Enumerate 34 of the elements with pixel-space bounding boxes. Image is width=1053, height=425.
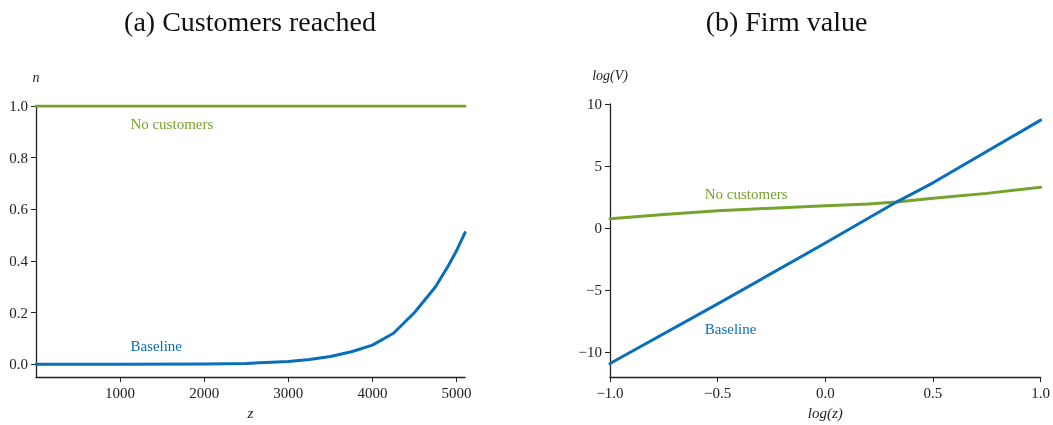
chart-title: (b) Firm value bbox=[705, 5, 868, 37]
series-label: No customers bbox=[130, 116, 214, 132]
x-axis-title: log(z) bbox=[807, 404, 843, 422]
x-tick-label: 0.0 bbox=[815, 384, 835, 401]
chart-title: (a) Customers reached bbox=[124, 5, 376, 37]
x-axis-title: z bbox=[246, 404, 254, 421]
x-tick-label: 3000 bbox=[273, 384, 304, 401]
series-label: No customers bbox=[704, 185, 788, 202]
x-tick-label: 5000 bbox=[441, 384, 472, 401]
y-axis-title: n bbox=[32, 69, 40, 85]
series-label: Baseline bbox=[704, 321, 757, 338]
x-tick-label: 2000 bbox=[189, 384, 220, 401]
y-tick-label: 0.0 bbox=[9, 356, 28, 373]
x-tick-label: −0.5 bbox=[704, 384, 732, 401]
y-tick-label: 0.8 bbox=[9, 149, 28, 166]
y-tick-label: 0.6 bbox=[9, 201, 29, 218]
y-tick-label: 0.2 bbox=[9, 304, 28, 321]
x-tick-label: −1.0 bbox=[596, 384, 624, 401]
line-series bbox=[608, 185, 1043, 221]
x-tick-label: 1000 bbox=[105, 384, 136, 401]
line-series bbox=[34, 231, 467, 366]
y-tick-label: 1.0 bbox=[9, 98, 28, 114]
series-label: Baseline bbox=[130, 338, 183, 355]
x-tick-label: 1.0 bbox=[1031, 384, 1050, 401]
y-tick-label: −10 bbox=[578, 344, 602, 361]
y-tick-label: 0 bbox=[594, 220, 602, 237]
x-tick-label: 4000 bbox=[357, 384, 388, 401]
y-tick-label: 10 bbox=[587, 96, 602, 112]
y-tick-label: 5 bbox=[594, 158, 602, 175]
y-tick-label: 0.4 bbox=[9, 252, 29, 269]
y-tick-label: −5 bbox=[586, 282, 602, 299]
line-series bbox=[608, 118, 1043, 365]
y-axis-title: log(V) bbox=[592, 67, 629, 84]
x-tick-label: 0.5 bbox=[923, 384, 943, 401]
